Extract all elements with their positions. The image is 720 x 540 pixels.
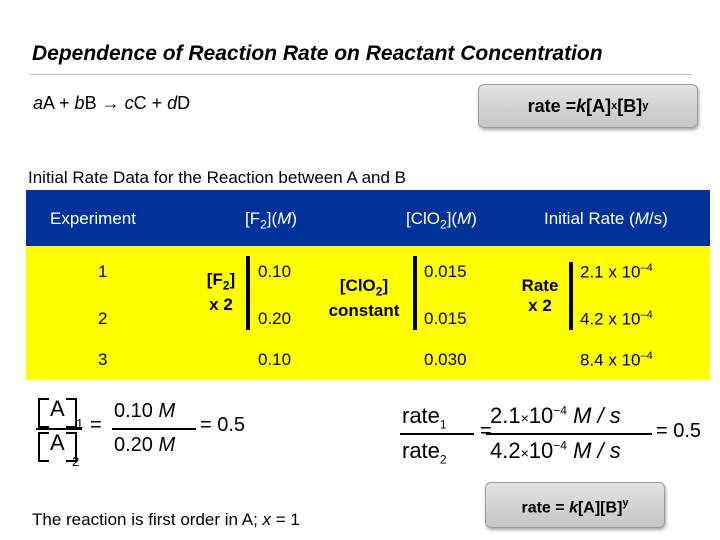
row1-rate: 2.1 x 10–4 bbox=[580, 262, 653, 282]
slide-title: Dependence of Reaction Rate on Reactant … bbox=[32, 42, 603, 65]
row2-f2: 0.20 bbox=[258, 309, 292, 328]
f2-bracket bbox=[246, 256, 250, 330]
reaction-equation: aA + bB → cC + dD bbox=[33, 93, 191, 113]
header-initial-rate: Initial Rate (M/s) bbox=[544, 209, 668, 228]
row3-rate: 8.4 x 10–4 bbox=[580, 350, 653, 370]
rate-bracket bbox=[569, 262, 573, 330]
row1-f2: 0.10 bbox=[258, 262, 292, 281]
rate-law-box: rate = k [A] x [B] y bbox=[478, 84, 698, 128]
table-body bbox=[26, 246, 710, 380]
row3-clo2: 0.030 bbox=[424, 350, 467, 369]
f2-x2-label: [F2] x 2 bbox=[206, 270, 236, 315]
row3-experiment: 3 bbox=[98, 350, 108, 369]
row1-clo2: 0.015 bbox=[424, 262, 467, 281]
row2-experiment: 2 bbox=[98, 309, 108, 328]
header-f2: [F2](M) bbox=[245, 209, 298, 232]
header-experiment: Experiment bbox=[50, 209, 136, 228]
rate-x2-label: Rate x 2 bbox=[521, 276, 559, 315]
table-header: Experiment [F2](M) [ClO2](M) Initial Rat… bbox=[26, 190, 710, 246]
row2-rate: 4.2 x 10–4 bbox=[580, 309, 653, 329]
derived-rate-law-box: rate = k[A][B]y bbox=[485, 482, 665, 528]
table-caption: Initial Rate Data for the Reaction betwe… bbox=[28, 168, 407, 187]
clo2-bracket bbox=[413, 256, 417, 330]
title-divider bbox=[30, 74, 692, 75]
header-clo2: [ClO2](M) bbox=[406, 209, 477, 232]
row3-f2: 0.10 bbox=[258, 350, 292, 369]
row2-clo2: 0.015 bbox=[424, 309, 467, 328]
clo2-constant-label: [ClO2] constant bbox=[328, 276, 400, 321]
row1-experiment: 1 bbox=[98, 262, 108, 281]
conclusion-text: The reaction is first order in A; x = 1 bbox=[32, 510, 300, 529]
